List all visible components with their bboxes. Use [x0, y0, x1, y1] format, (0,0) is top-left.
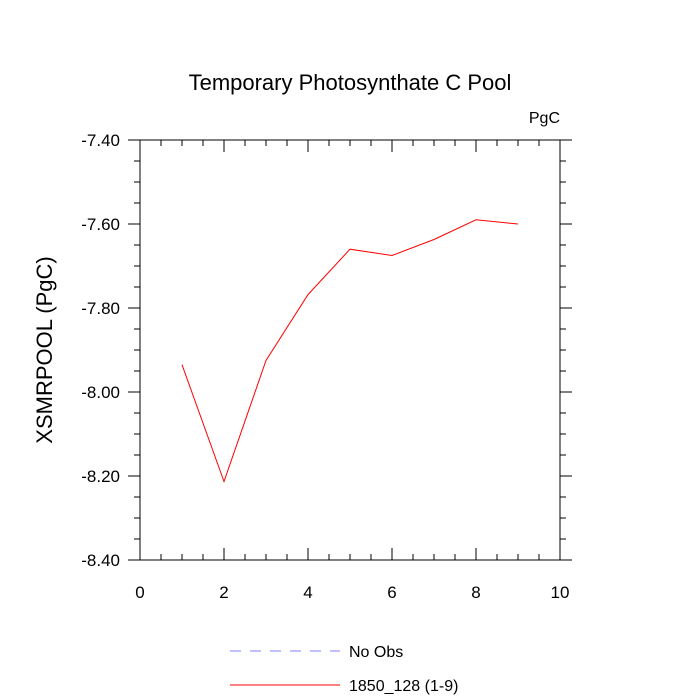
legend: No Obs 1850_128 (1-9)	[230, 644, 458, 695]
y-tick-label: -7.60	[81, 215, 120, 234]
x-tick-label: 0	[135, 583, 144, 602]
legend-label: 1850_128 (1-9)	[349, 678, 458, 695]
y-tick-label: -7.40	[81, 131, 120, 150]
units-label: PgC	[529, 110, 560, 127]
chart-title: Temporary Photosynthate C Pool	[189, 70, 512, 95]
axis-ticks: 0 2 4 6 8 10 -7.40 -7.60 -7.80 -8.00 -8.20 -8.40	[81, 131, 572, 602]
series-layer	[181, 219, 519, 484]
x-tick-label: 8	[471, 583, 480, 602]
x-tick-label: 10	[551, 583, 570, 602]
y-tick-label: -8.20	[81, 467, 120, 486]
y-axis-label: XSMRPOOL (PgC)	[32, 256, 57, 443]
y-tick-label: -7.80	[81, 299, 120, 318]
legend-label: No Obs	[349, 644, 403, 661]
y-tick-label: -8.40	[81, 551, 120, 570]
series-line	[181, 219, 519, 484]
y-tick-label: -8.00	[81, 383, 120, 402]
x-tick-label: 6	[387, 583, 396, 602]
plot-frame	[139, 139, 561, 561]
x-tick-label: 2	[219, 583, 228, 602]
x-tick-label: 4	[303, 583, 312, 602]
